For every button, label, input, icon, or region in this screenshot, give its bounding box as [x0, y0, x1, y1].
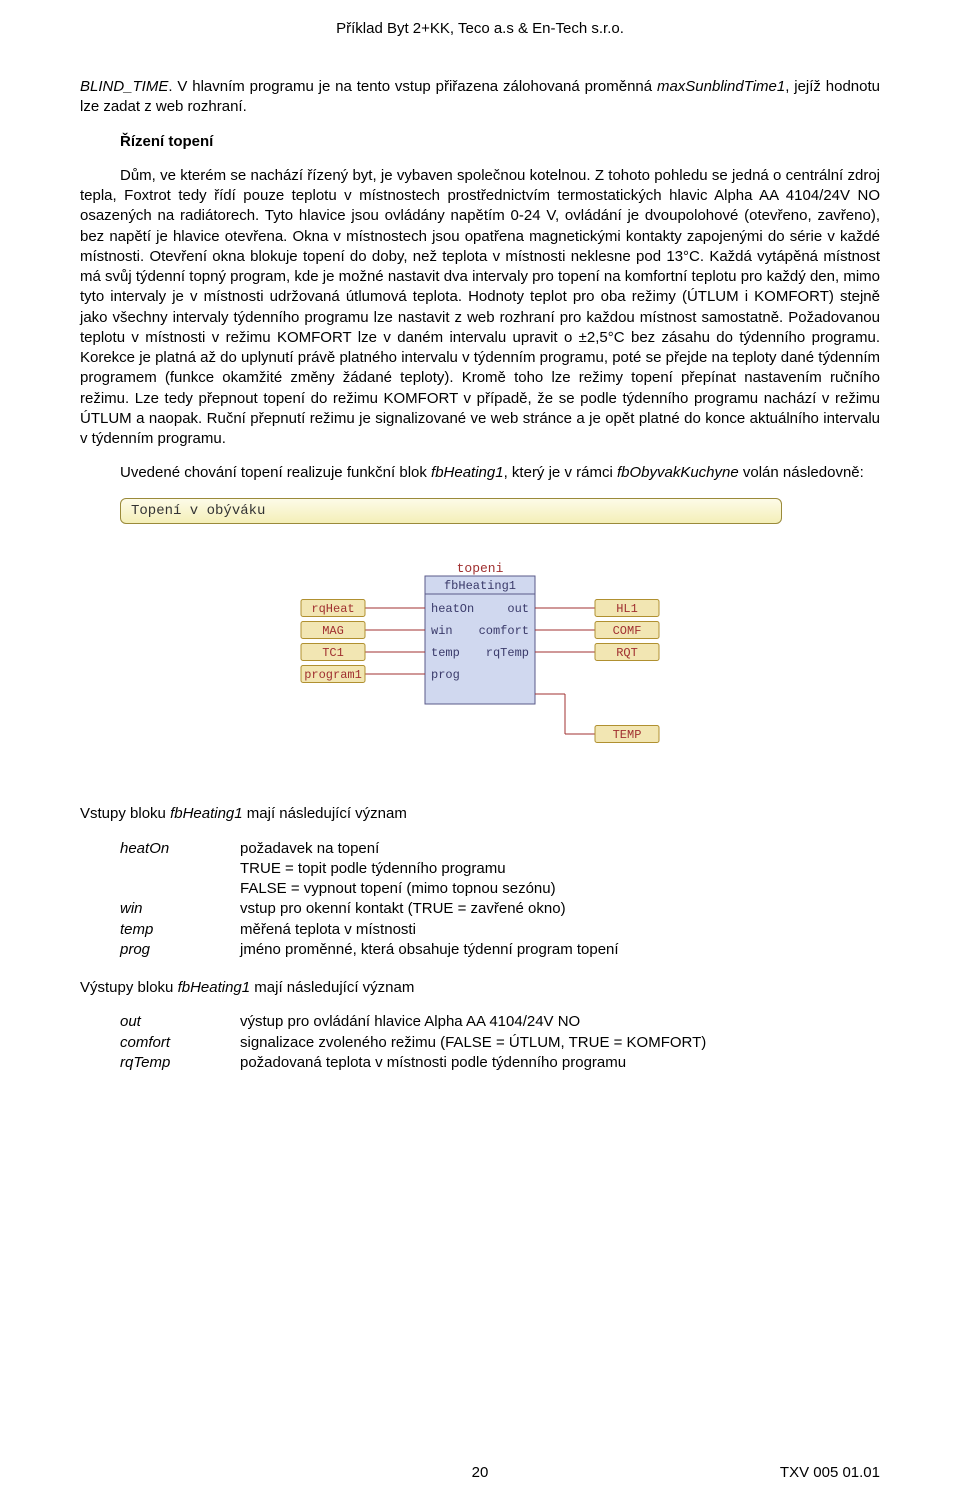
t: Vstupy bloku — [80, 805, 170, 822]
io-val: výstup pro ovládání hlavice Alpha AA 410… — [240, 1012, 880, 1032]
svg-text:TEMP: TEMP — [613, 728, 642, 742]
io-row: comfortsignalizace zvoleného režimu (FAL… — [120, 1033, 880, 1053]
var-fbheating1: fbHeating1 — [431, 464, 504, 481]
var-maxsunblind: maxSunblindTime1 — [657, 78, 785, 95]
page-footer: 20 TXV 005 01.01 — [80, 1464, 880, 1481]
io-row: tempměřená teplota v místnosti — [120, 920, 880, 940]
io-row: outvýstup pro ovládání hlavice Alpha AA … — [120, 1012, 880, 1032]
t: Uvedené chování topení realizuje funkční… — [120, 464, 431, 481]
var-blindtime: BLIND_TIME — [80, 78, 168, 95]
body-text: BLIND_TIME. V hlavním programu je na ten… — [80, 77, 880, 1073]
io-key: heatOn — [120, 839, 240, 900]
comment-box-wrap: Topení v obýváku — [120, 498, 840, 525]
io-val: požadavek na topeníTRUE = topit podle tý… — [240, 839, 880, 900]
io-key: out — [120, 1012, 240, 1032]
svg-text:HL1: HL1 — [616, 602, 638, 616]
svg-text:rqTemp: rqTemp — [486, 646, 529, 660]
svg-text:fbHeating1: fbHeating1 — [444, 579, 516, 593]
svg-text:TC1: TC1 — [322, 646, 344, 660]
io-row: heatOnpožadavek na topeníTRUE = topit po… — [120, 839, 880, 900]
io-key: comfort — [120, 1033, 240, 1053]
svg-text:rqHeat: rqHeat — [311, 602, 354, 616]
function-block-diagram: topeni fbHeating1 heatOn rqHeat win MAG temp TC… — [250, 554, 710, 774]
io-key: temp — [120, 920, 240, 940]
svg-text:out: out — [507, 602, 529, 616]
document-page: Příklad Byt 2+KK, Teco a.s & En-Tech s.r… — [0, 0, 960, 1501]
inputs-table: heatOnpožadavek na topeníTRUE = topit po… — [120, 839, 880, 961]
paragraph-fbheating: Uvedené chování topení realizuje funkční… — [80, 463, 880, 483]
doc-id: TXV 005 01.01 — [780, 1464, 880, 1481]
t: , který je v rámci — [504, 464, 617, 481]
svg-text:win: win — [431, 624, 453, 638]
diagram-wrap: topeni fbHeating1 heatOn rqHeat win MAG temp TC… — [80, 554, 880, 774]
io-val: požadovaná teplota v místnosti podle týd… — [240, 1053, 880, 1073]
t: volán následovně: — [739, 464, 864, 481]
t: Výstupy bloku — [80, 979, 178, 996]
t: . V hlavním programu je na tento vstup p… — [168, 78, 657, 95]
t: mají následující význam — [250, 979, 414, 996]
svg-text:program1: program1 — [304, 668, 362, 682]
io-val: jméno proměnné, která obsahuje týdenní p… — [240, 940, 880, 960]
io-val: měřená teplota v místnosti — [240, 920, 880, 940]
io-key: rqTemp — [120, 1053, 240, 1073]
svg-text:MAG: MAG — [322, 624, 344, 638]
svg-text:temp: temp — [431, 646, 460, 660]
var-fbobyvak: fbObyvakKuchyne — [617, 464, 739, 481]
io-row: rqTemppožadovaná teplota v místnosti pod… — [120, 1053, 880, 1073]
svg-text:comfort: comfort — [479, 624, 529, 638]
io-key: prog — [120, 940, 240, 960]
svg-text:prog: prog — [431, 668, 460, 682]
svg-text:heatOn: heatOn — [431, 602, 474, 616]
io-row: progjméno proměnné, která obsahuje týden… — [120, 940, 880, 960]
heading-rizeni-topeni: Řízení topení — [120, 132, 880, 152]
inputs-heading: Vstupy bloku fbHeating1 mají následující… — [80, 804, 880, 824]
svg-text:RQT: RQT — [616, 646, 638, 660]
page-header: Příklad Byt 2+KK, Teco a.s & En-Tech s.r… — [80, 20, 880, 37]
paragraph-main: Dům, ve kterém se nachází řízený byt, je… — [80, 166, 880, 450]
page-number: 20 — [472, 1464, 489, 1481]
svg-text:topeni: topeni — [457, 561, 504, 576]
io-val: signalizace zvoleného režimu (FALSE = ÚT… — [240, 1033, 880, 1053]
outputs-table: outvýstup pro ovládání hlavice Alpha AA … — [120, 1012, 880, 1073]
var-fbheating1: fbHeating1 — [178, 979, 251, 996]
svg-text:COMF: COMF — [613, 624, 642, 638]
t: mají následující význam — [243, 805, 407, 822]
comment-box: Topení v obýváku — [120, 498, 782, 525]
io-row: winvstup pro okenní kontakt (TRUE = zavř… — [120, 899, 880, 919]
io-key: win — [120, 899, 240, 919]
paragraph-blindtime: BLIND_TIME. V hlavním programu je na ten… — [80, 77, 880, 118]
io-val: vstup pro okenní kontakt (TRUE = zavřené… — [240, 899, 880, 919]
var-fbheating1: fbHeating1 — [170, 805, 243, 822]
outputs-heading: Výstupy bloku fbHeating1 mají následujíc… — [80, 978, 880, 998]
